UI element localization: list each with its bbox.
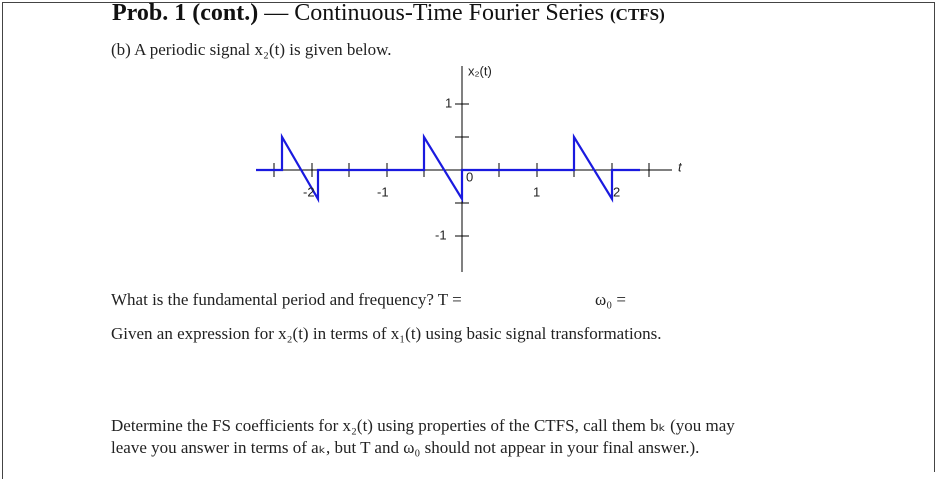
x-tick-label: 1 (445, 95, 452, 110)
x-ticks (455, 103, 469, 237)
question-fs-line2: leave you answer in terms of aₖ, but T a… (111, 438, 700, 457)
t-tick-label: -1 (377, 184, 389, 199)
question-expression: Given an expression for x₂(t) in terms o… (111, 324, 662, 343)
t-label: t (678, 159, 683, 174)
signal (256, 132, 640, 204)
title: Prob. 1 (cont.) — Continuous-Time Fourie… (112, 0, 665, 27)
x-tick-label: -1 (435, 227, 447, 242)
part-b: (b) A periodic signal x₂(t) is given bel… (111, 40, 392, 59)
t-tick-label: 1 (533, 184, 540, 199)
x-label: x₂(t) (468, 63, 492, 78)
right-border (934, 2, 935, 472)
top-border (2, 2, 935, 3)
origin-label: 0 (466, 169, 473, 184)
question-period: What is the fundamental period and frequ… (111, 290, 462, 309)
title-subtitle: — Continuous-Time Fourier Series (264, 0, 604, 26)
question-frequency: ω₀ = (595, 290, 626, 309)
question-fs-line1: Determine the FS coefficients for x₂(t) … (111, 416, 735, 435)
title-abbrev: (CTFS) (610, 5, 665, 24)
t-tick-label: -2 (303, 184, 315, 199)
t-tick-label: 2 (613, 184, 620, 199)
title-main: Prob. 1 (cont.) (112, 0, 259, 26)
left-border (2, 2, 3, 479)
